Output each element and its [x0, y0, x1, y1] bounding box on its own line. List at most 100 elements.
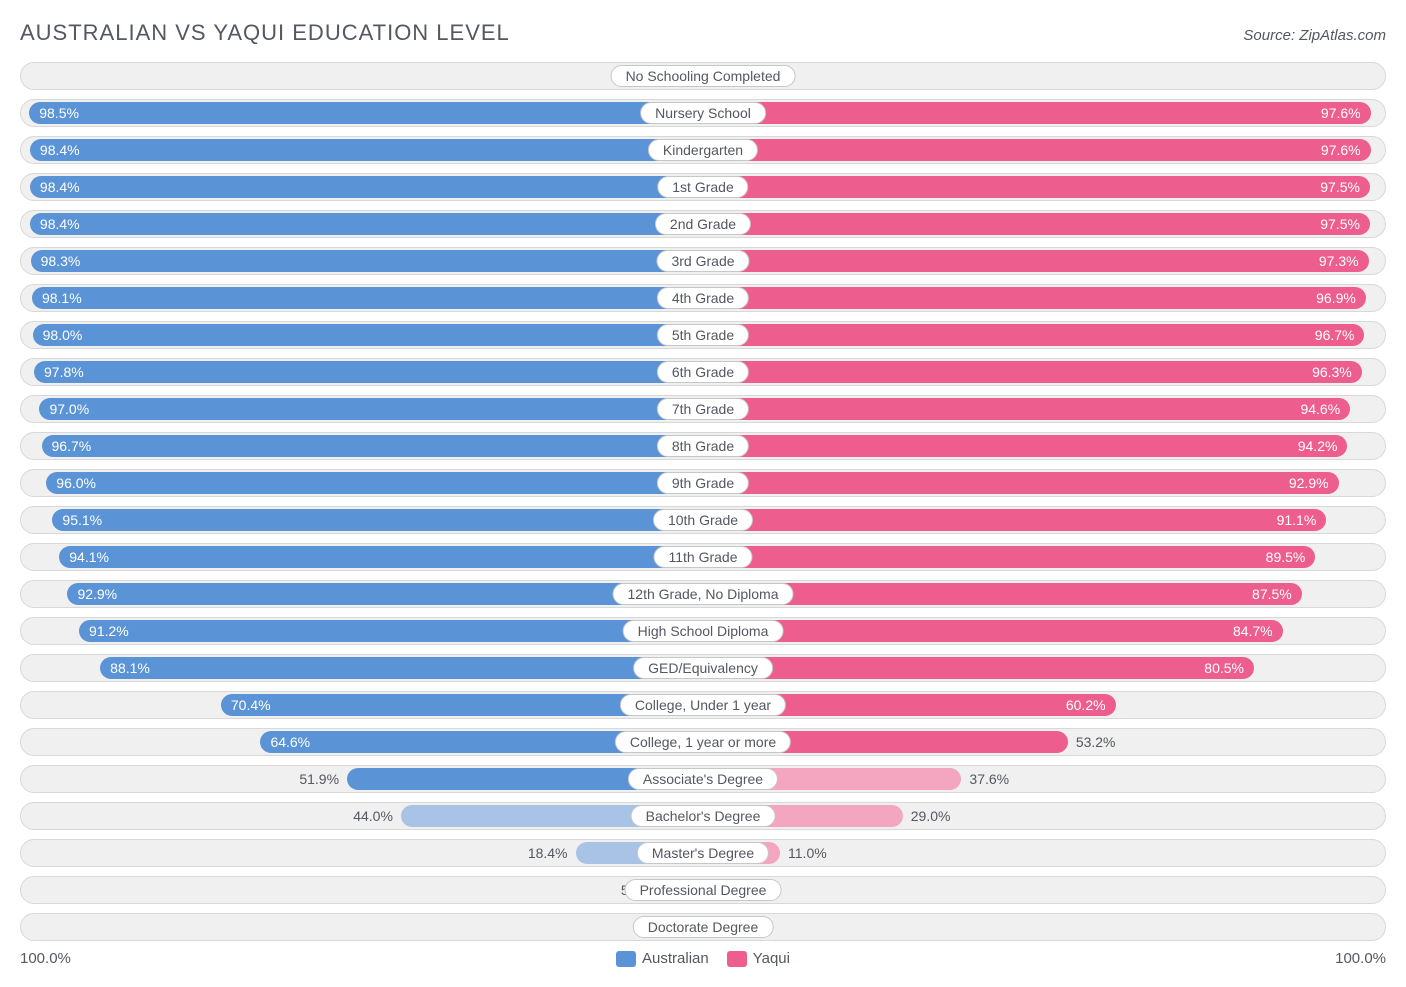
bar-right: 97.3%	[705, 250, 1369, 272]
bar-left-value: 96.0%	[56, 475, 96, 491]
category-label: 12th Grade, No Diploma	[613, 583, 794, 605]
bar-left: 97.8%	[34, 361, 701, 383]
bar-right-value: 97.3%	[1319, 253, 1359, 269]
bar-right-value: 97.6%	[1321, 142, 1361, 158]
bar-left: 92.9%	[67, 583, 701, 605]
bar-right: 96.3%	[705, 361, 1362, 383]
bar-right-value: 96.3%	[1312, 364, 1352, 380]
bar-left-value: 70.4%	[231, 697, 271, 713]
chart-row: 98.1% 96.9% 4th Grade	[20, 284, 1386, 312]
bar-left: 95.1%	[52, 509, 701, 531]
chart-row: 5.9%3.2%Professional Degree	[20, 876, 1386, 904]
chart-row: 51.9%37.6%Associate's Degree	[20, 765, 1386, 793]
chart-row: 95.1% 91.1% 10th Grade	[20, 506, 1386, 534]
bar-left: 88.1%	[100, 657, 701, 679]
chart-footer: 100.0% Australian Yaqui 100.0%	[20, 950, 1386, 967]
bar-right: 91.1%	[705, 509, 1326, 531]
bar-right-value: 97.6%	[1321, 105, 1361, 121]
bar-right: 94.6%	[705, 398, 1350, 420]
bar-right-value: 91.1%	[1277, 512, 1317, 528]
bar-right: 84.7%	[705, 620, 1283, 642]
category-label: Nursery School	[640, 102, 766, 124]
bar-left: 98.4%	[30, 213, 701, 235]
chart-row: 2.4%1.5%Doctorate Degree	[20, 913, 1386, 941]
bar-right-value: 80.5%	[1204, 660, 1244, 676]
category-label: 10th Grade	[653, 509, 753, 531]
category-label: Doctorate Degree	[633, 916, 774, 938]
axis-right-label: 100.0%	[1335, 950, 1386, 967]
chart-row: 98.5% 97.6% Nursery School	[20, 99, 1386, 127]
bar-right: 96.7%	[705, 324, 1364, 346]
bar-left-value: 98.5%	[39, 105, 79, 121]
chart-row: 98.3% 97.3% 3rd Grade	[20, 247, 1386, 275]
category-label: GED/Equivalency	[633, 657, 773, 679]
category-label: 11th Grade	[653, 546, 752, 568]
category-label: College, 1 year or more	[615, 731, 791, 753]
chart-row: 96.0% 92.9% 9th Grade	[20, 469, 1386, 497]
chart-row: 94.1% 89.5% 11th Grade	[20, 543, 1386, 571]
source-label: Source:	[1243, 27, 1295, 44]
category-label: Professional Degree	[625, 879, 782, 901]
category-label: 3rd Grade	[656, 250, 749, 272]
category-label: 4th Grade	[657, 287, 749, 309]
bar-left-value: 51.9%	[299, 766, 339, 792]
bar-left-value: 97.8%	[44, 364, 84, 380]
bar-right-value: 92.9%	[1289, 475, 1329, 491]
chart-row: 92.9% 87.5% 12th Grade, No Diploma	[20, 580, 1386, 608]
bar-left-value: 98.3%	[41, 253, 81, 269]
bar-left-value: 98.1%	[42, 290, 82, 306]
bar-left-value: 44.0%	[353, 803, 393, 829]
bar-left-value: 95.1%	[62, 512, 102, 528]
bar-left-value: 98.4%	[40, 142, 80, 158]
bar-left: 98.5%	[29, 102, 701, 124]
chart-row: 97.8% 96.3% 6th Grade	[20, 358, 1386, 386]
category-label: 7th Grade	[657, 398, 749, 420]
chart-row: 18.4%11.0%Master's Degree	[20, 839, 1386, 867]
legend-item-left: Australian	[616, 950, 709, 967]
bar-left-value: 94.1%	[69, 549, 109, 565]
bar-left: 96.0%	[46, 472, 701, 494]
bar-left-value: 64.6%	[270, 734, 310, 750]
bar-right: 97.5%	[705, 213, 1370, 235]
chart-row: 96.7%94.2%8th Grade	[20, 432, 1386, 460]
bar-left-value: 88.1%	[110, 660, 150, 676]
chart-row: 64.6%53.2%College, 1 year or more	[20, 728, 1386, 756]
bar-right-value: 87.5%	[1252, 586, 1292, 602]
chart-row: 98.4%97.5%1st Grade	[20, 173, 1386, 201]
chart-row: 98.4% 97.5% 2nd Grade	[20, 210, 1386, 238]
bar-right-value: 84.7%	[1233, 623, 1273, 639]
bar-left: 98.4%	[30, 139, 701, 161]
bar-right-value: 29.0%	[911, 803, 951, 829]
category-label: 6th Grade	[657, 361, 749, 383]
category-label: 2nd Grade	[655, 213, 751, 235]
bar-right: 96.9%	[705, 287, 1366, 309]
bar-left-value: 92.9%	[77, 586, 117, 602]
bar-right: 97.5%	[705, 176, 1370, 198]
category-label: High School Diploma	[623, 620, 784, 642]
bar-left-value: 91.2%	[89, 623, 129, 639]
bar-right-value: 97.5%	[1320, 216, 1360, 232]
bar-left: 98.4%	[30, 176, 701, 198]
bar-right-value: 60.2%	[1066, 697, 1106, 713]
bar-left: 97.0%	[39, 398, 701, 420]
category-label: 8th Grade	[657, 435, 749, 457]
chart-row: 98.4% 97.6% Kindergarten	[20, 136, 1386, 164]
category-label: Associate's Degree	[628, 768, 778, 790]
legend-swatch-left	[616, 951, 636, 967]
bar-left: 98.0%	[33, 324, 701, 346]
chart-row: 98.0%96.7%5th Grade	[20, 321, 1386, 349]
category-label: College, Under 1 year	[620, 694, 786, 716]
chart-row: 91.2% 84.7% High School Diploma	[20, 617, 1386, 645]
bar-left-value: 98.4%	[40, 179, 80, 195]
chart-row: 70.4% 60.2% College, Under 1 year	[20, 691, 1386, 719]
legend-swatch-right	[727, 951, 747, 967]
chart-row: 88.1% 80.5% GED/Equivalency	[20, 654, 1386, 682]
bar-right-value: 89.5%	[1266, 549, 1306, 565]
chart-row: 44.0%29.0%Bachelor's Degree	[20, 802, 1386, 830]
category-label: Kindergarten	[648, 139, 758, 161]
bar-right-value: 96.9%	[1316, 290, 1356, 306]
category-label: 9th Grade	[657, 472, 749, 494]
chart-row: 1.6%2.4%No Schooling Completed	[20, 62, 1386, 90]
category-label: Master's Degree	[637, 842, 769, 864]
bar-right: 97.6%	[705, 139, 1371, 161]
